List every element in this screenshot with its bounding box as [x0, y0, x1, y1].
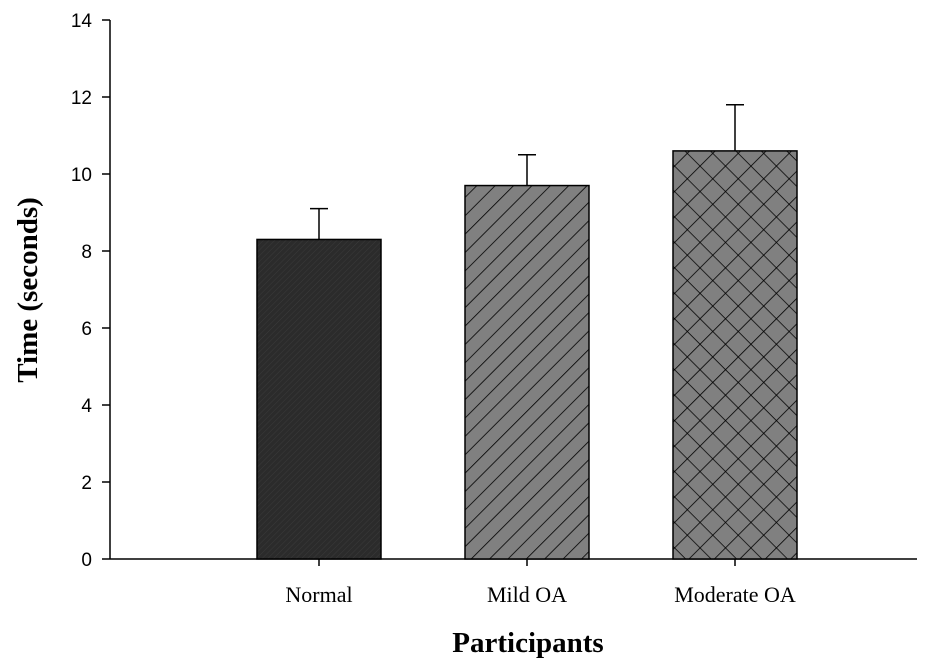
y-tick-label: 8	[81, 242, 92, 263]
bar-moderate-oa	[672, 150, 798, 560]
x-axis-title: Participants	[452, 627, 603, 658]
y-tick-label: 0	[81, 550, 92, 571]
y-tick-label: 4	[81, 396, 92, 417]
x-tick-label: Mild OA	[487, 582, 567, 607]
y-tick-label: 2	[81, 473, 92, 494]
labels: 0 2 4 6 8 10 12 14 Normal Mild OA Moderate OA	[71, 11, 796, 607]
y-tick-label: 14	[71, 11, 93, 32]
y-axis-title: Time (seconds)	[12, 197, 44, 383]
x-tick-label: Normal	[285, 582, 352, 607]
bar-mild-oa	[464, 184, 590, 560]
bars	[256, 103, 798, 560]
bar-normal	[256, 238, 382, 560]
x-tick-label: Moderate OA	[674, 582, 796, 607]
y-tick-label: 6	[81, 319, 92, 340]
y-tick-label: 10	[71, 165, 92, 186]
y-tick-label: 12	[71, 88, 92, 109]
